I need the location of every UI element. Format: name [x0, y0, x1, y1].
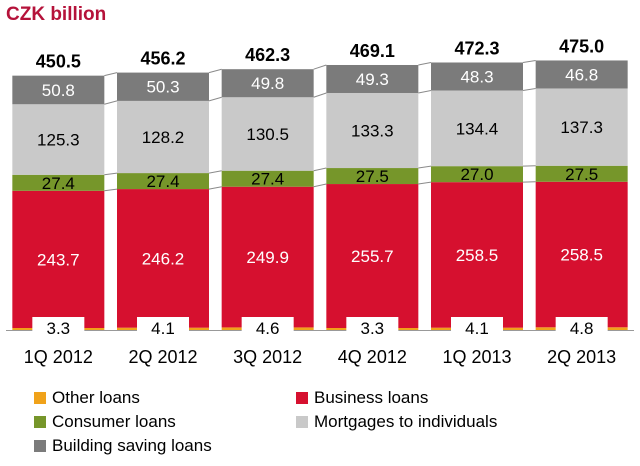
bar-segment-mortgages — [326, 92, 419, 169]
connector-line — [418, 181, 432, 185]
connector-line — [208, 96, 222, 102]
data-label-consumer: 27.5 — [565, 165, 598, 184]
data-label-building: 46.8 — [565, 65, 598, 84]
data-label-business: 255.7 — [351, 247, 394, 266]
bar-segment-mortgages — [117, 100, 209, 174]
x-tick-label: 1Q 2012 — [24, 347, 93, 367]
other-label-box — [32, 317, 85, 339]
data-label-total: 469.1 — [350, 41, 395, 61]
data-label-consumer: 27.5 — [356, 167, 389, 186]
x-tick-label: 4Q 2012 — [338, 347, 407, 367]
bar-segment-business — [12, 190, 105, 328]
connector-line — [313, 167, 327, 172]
bar-segment-mortgages — [221, 97, 314, 171]
connector-line — [208, 170, 222, 174]
connector-line — [104, 188, 118, 192]
data-label-total: 462.3 — [245, 45, 290, 65]
x-tick-label: 1Q 2013 — [442, 347, 511, 367]
data-label-building: 48.3 — [460, 67, 493, 86]
other-label-box — [451, 317, 503, 339]
bar-segment-building — [221, 69, 314, 98]
data-label-consumer: 27.4 — [251, 170, 284, 189]
data-label-business: 258.5 — [560, 246, 603, 265]
data-label-mortgages: 130.5 — [246, 125, 289, 144]
data-label-other: 4.1 — [151, 319, 175, 338]
connector-line — [208, 186, 222, 190]
connector-line — [418, 89, 432, 94]
connector-line — [104, 172, 118, 176]
bar-segment-building — [535, 60, 628, 89]
bar-segment-business — [431, 182, 523, 328]
data-label-consumer: 27.4 — [42, 174, 75, 193]
data-label-business: 249.9 — [246, 248, 289, 267]
data-label-total: 456.2 — [140, 49, 185, 69]
x-tick-label: 2Q 2012 — [128, 347, 197, 367]
bar-segment-consumer — [431, 166, 523, 183]
data-label-mortgages: 128.2 — [142, 128, 185, 147]
data-label-building: 50.8 — [42, 81, 75, 100]
bar-segment-building — [326, 64, 419, 93]
bar-segment-mortgages — [12, 104, 105, 175]
data-label-business: 243.7 — [37, 250, 80, 269]
data-label-other: 3.3 — [361, 319, 385, 338]
bar-segment-mortgages — [431, 90, 523, 167]
connector-line — [418, 165, 432, 169]
connector-line — [313, 64, 327, 70]
other-label-box — [555, 317, 608, 339]
data-label-consumer: 27.4 — [146, 172, 179, 191]
data-label-total: 450.5 — [36, 52, 81, 72]
other-label-box — [241, 317, 294, 339]
connector-line — [104, 100, 118, 105]
data-label-other: 3.3 — [47, 319, 71, 338]
data-label-total: 472.3 — [454, 38, 499, 58]
data-label-building: 50.3 — [146, 78, 179, 97]
bar-segment-consumer — [117, 173, 209, 190]
data-label-building: 49.3 — [356, 70, 389, 89]
data-label-mortgages: 133.3 — [351, 122, 394, 141]
bar-segment-business — [221, 186, 314, 328]
bar-segment-consumer — [221, 170, 314, 187]
x-tick-label: 3Q 2012 — [233, 347, 302, 367]
bar-segment-mortgages — [535, 88, 628, 166]
data-label-other: 4.8 — [570, 319, 594, 338]
connector-line — [313, 183, 327, 188]
connector-line — [418, 61, 432, 66]
bar-segment-building — [12, 75, 105, 105]
bar-segment-building — [431, 62, 523, 91]
bar-segment-consumer — [535, 165, 628, 182]
bar-segment-business — [535, 181, 628, 328]
connector-line — [522, 59, 536, 63]
data-label-consumer: 27.0 — [460, 165, 493, 184]
chart-unit-title: CZK billion — [6, 4, 107, 25]
data-label-mortgages: 125.3 — [37, 131, 80, 150]
data-label-business: 246.2 — [142, 249, 185, 268]
connector-line — [313, 92, 327, 98]
bar-segment-consumer — [12, 174, 105, 191]
data-label-business: 258.5 — [456, 246, 499, 265]
bar-segment-consumer — [326, 168, 419, 185]
other-label-box — [346, 317, 399, 339]
data-label-other: 4.6 — [256, 319, 280, 338]
data-label-other: 4.1 — [465, 319, 489, 338]
bar-segment-business — [117, 189, 209, 328]
connector-line — [208, 68, 222, 74]
connector-line — [104, 72, 118, 77]
data-label-building: 49.8 — [251, 74, 284, 93]
bar-segment-business — [326, 184, 419, 328]
other-label-box — [137, 317, 189, 339]
data-label-total: 475.0 — [559, 36, 604, 56]
bar-segment-building — [117, 72, 209, 101]
connector-line — [522, 87, 536, 91]
data-label-mortgages: 137.3 — [560, 118, 603, 137]
x-tick-label: 2Q 2013 — [547, 347, 616, 367]
data-label-mortgages: 134.4 — [456, 119, 499, 138]
